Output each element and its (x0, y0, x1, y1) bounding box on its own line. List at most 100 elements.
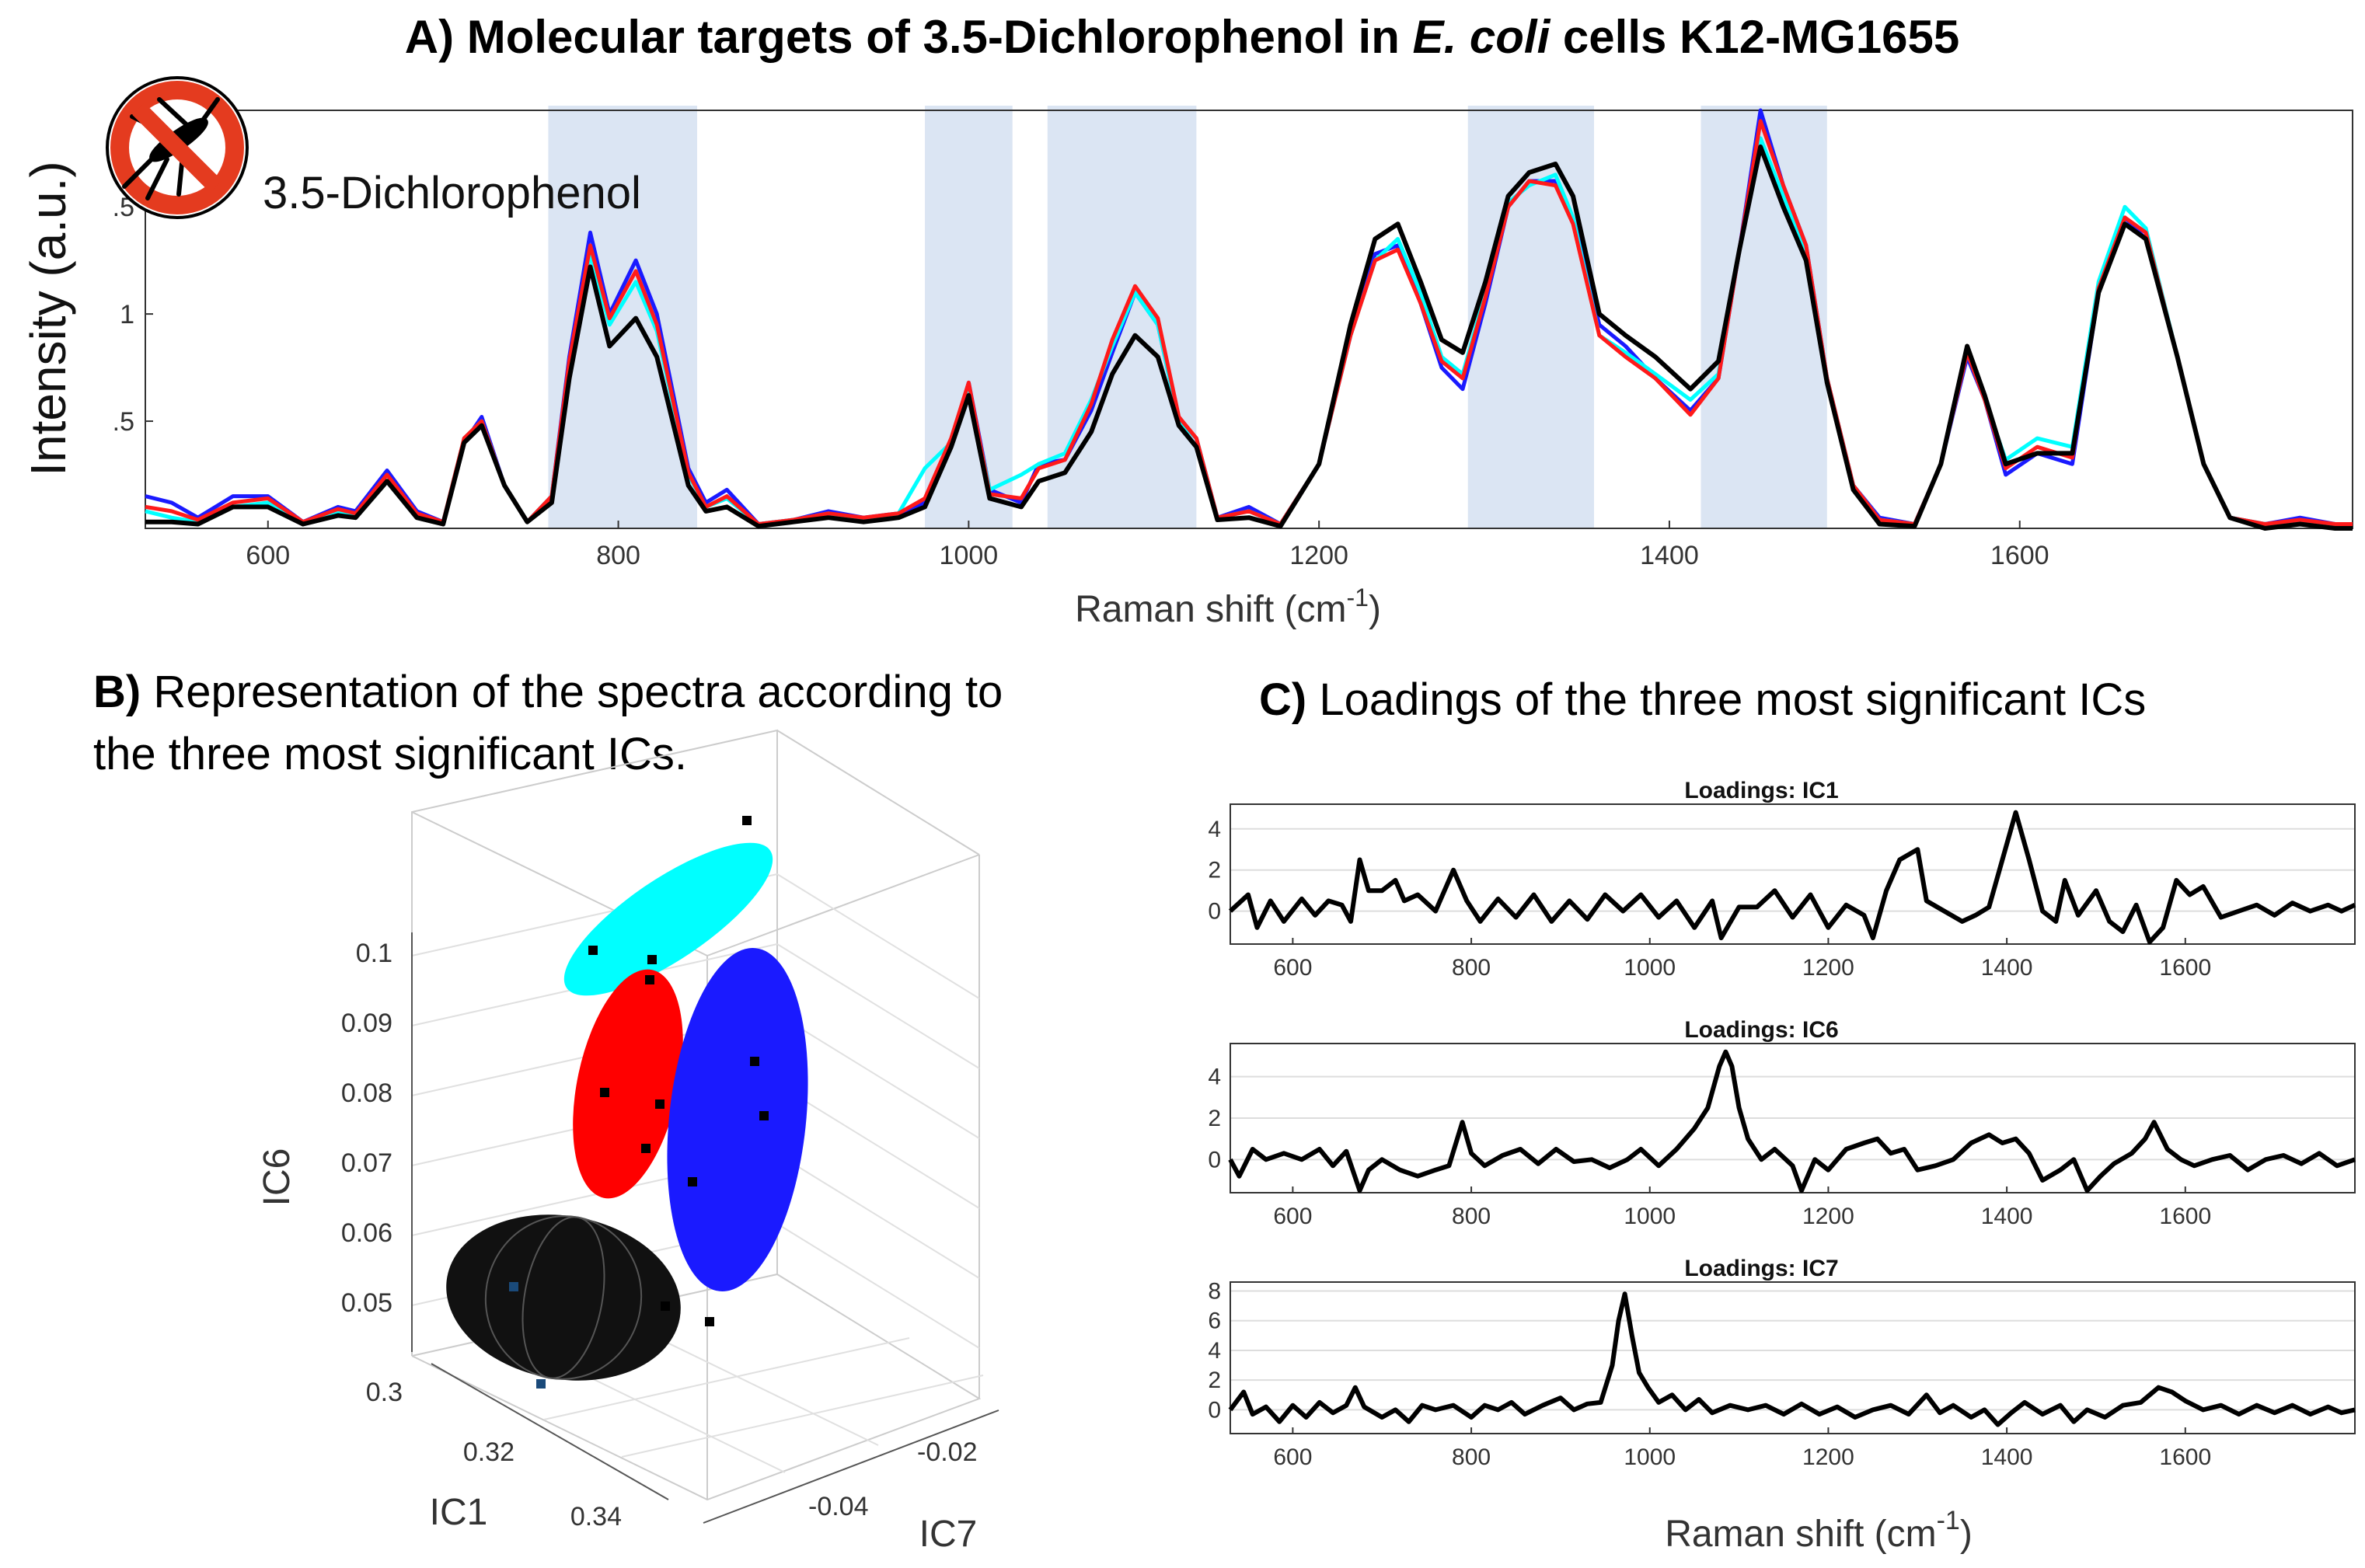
loadings-y-tick: 8 (1208, 1278, 1221, 1304)
highlight-band (1700, 106, 1827, 528)
loadings-panels: 0 2 4 600 800 1000 1200 1400 1600 Loadings: IC1 0 2… (1208, 778, 2356, 1470)
cluster-cyan (563, 816, 773, 996)
loadings-y-tick: 6 (1208, 1308, 1221, 1334)
loadings-title: Loadings: IC1 (1684, 778, 1838, 803)
cluster-point (750, 1057, 759, 1066)
loadings-frame (1230, 803, 2356, 945)
inset-compound-label: 3.5-Dichlorophenol (263, 168, 641, 218)
loadings-y-tick: 4 (1208, 1064, 1221, 1090)
loadings-x-tick: 1400 (1981, 1204, 2033, 1229)
cluster-point (759, 1111, 769, 1120)
loadings-x-tick: 1200 (1802, 1444, 1854, 1470)
loadings-x-tick: 600 (1273, 1204, 1312, 1229)
cluster-blue (667, 948, 808, 1326)
cluster-point (742, 816, 752, 825)
section-b-heading: B) Representation of the spectra accordi… (93, 667, 1003, 717)
figure-title-prefix: A) Molecular targets of 3.5-Dichlorophen… (405, 11, 1413, 63)
loadings-panel-2: 0 2 4 600 800 1000 1200 1400 1600 Loadings: IC6 (1208, 1017, 2356, 1229)
loadings-x-label-main: Raman shift (cm (1665, 1514, 1936, 1555)
cluster-point (647, 955, 657, 964)
loadings-x-tick: 1600 (2159, 1204, 2211, 1229)
loadings-x-tick: 1600 (2159, 955, 2211, 981)
cluster-black (446, 1214, 681, 1389)
loadings-x-axis-label: Raman shift (cm-1) (1665, 1506, 1973, 1555)
ic7-tick: -0.02 (917, 1437, 978, 1467)
ic6-tick: 0.05 (341, 1288, 392, 1318)
loadings-x-tick: 1600 (2159, 1444, 2211, 1470)
loadings-panel-3: 0 2 4 6 8 600 800 1000 1200 1400 1600 Loadings: IC7 (1208, 1256, 2356, 1470)
loadings-x-tick: 1200 (1802, 955, 1854, 981)
cluster-point (509, 1282, 518, 1291)
spectra-y-axis-label: Intensity (a.u.) (20, 161, 76, 476)
y-tick-label: 1 (120, 300, 134, 329)
x-tick-label: 600 (246, 541, 290, 570)
ic6-tick: 0.09 (341, 1009, 392, 1038)
ic6-tick: 0.07 (341, 1148, 392, 1178)
loadings-x-tick: 1000 (1624, 1204, 1676, 1229)
spectra-x-label-main: Raman shift (cm (1075, 589, 1346, 630)
ic6-tick: 0.06 (341, 1218, 392, 1248)
highlight-band (1467, 106, 1595, 528)
spectra-x-axis-label: Raman shift (cm-1) (1075, 584, 1381, 630)
figure-title: A) Molecular targets of 3.5-Dichlorophen… (405, 11, 1959, 63)
cluster-point (705, 1317, 714, 1326)
loadings-line (1228, 1291, 2356, 1427)
x-tick-label: 1000 (940, 541, 999, 570)
loadings-line (1228, 810, 2356, 945)
ic1-axis-label: IC1 (430, 1492, 488, 1533)
ic1-tick: 0.3 (366, 1378, 403, 1407)
3d-axes-lines (411, 932, 999, 1524)
panel-b: 0.1 0.09 0.08 0.07 0.06 0.05 0.3 0.32 0.… (256, 729, 999, 1555)
spectra-series (145, 108, 2353, 531)
cluster-red (573, 969, 683, 1199)
cluster-point (536, 1379, 546, 1389)
loadings-x-tick: 1000 (1624, 1444, 1676, 1470)
x-tick-label: 1600 (1990, 541, 2049, 570)
loadings-x-tick: 800 (1452, 955, 1491, 981)
loadings-panel-1: 0 2 4 600 800 1000 1200 1400 1600 Loadings: IC1 (1208, 778, 2356, 981)
loadings-y-tick: 4 (1208, 817, 1221, 842)
loadings-frame (1230, 1281, 2356, 1434)
loadings-y-tick: 0 (1208, 1147, 1221, 1173)
no-mosquito-icon (106, 76, 249, 219)
cluster-point (600, 1088, 609, 1097)
section-b-letter: B) (93, 667, 141, 717)
loadings-y-tick: 0 (1208, 899, 1221, 925)
section-b-line1: Representation of the spectra according … (141, 667, 1003, 717)
loadings-x-tick: 800 (1452, 1204, 1491, 1229)
ic6-ticks: 0.1 0.09 0.08 0.07 0.06 0.05 (341, 939, 392, 1318)
loadings-x-tick: 1400 (1981, 1444, 2033, 1470)
section-c-letter: C) (1259, 674, 1306, 725)
section-b-heading-line2: the three most significant ICs. (93, 729, 687, 779)
loadings-title: Loadings: IC7 (1684, 1256, 1838, 1281)
loadings-x-tick: 800 (1452, 1444, 1491, 1470)
highlight-band (548, 106, 697, 528)
panel-a: 600 800 1000 1200 1400 1600.51.5 Intensity (a… (20, 76, 2353, 630)
spectra-x-label-sup: -1 (1346, 584, 1368, 612)
loadings-x-tick: 1400 (1981, 955, 2033, 981)
ic6-tick: 0.1 (356, 939, 392, 968)
loadings-x-tick: 600 (1273, 1444, 1312, 1470)
section-c-text: Loadings of the three most significant I… (1306, 674, 2146, 725)
cluster-point (645, 975, 654, 984)
figure-title-suffix: cells K12-MG1655 (1550, 11, 1959, 63)
ic1-ticks: 0.3 0.32 0.34 (366, 1378, 622, 1531)
ic7-ticks: -0.02 -0.04 (808, 1437, 978, 1521)
ic7-tick: -0.04 (808, 1492, 869, 1521)
loadings-frame (1230, 1043, 2356, 1193)
ic7-axis-label: IC7 (919, 1514, 978, 1555)
loadings-x-label-tail: ) (1960, 1514, 1973, 1555)
loadings-x-tick: 1200 (1802, 1204, 1854, 1229)
x-tick-label: 1400 (1640, 541, 1699, 570)
ic1-tick: 0.32 (463, 1437, 515, 1467)
cluster-point (641, 1144, 651, 1153)
loadings-y-tick: 2 (1208, 858, 1221, 883)
loadings-line (1228, 1049, 2356, 1193)
figure-title-italic: E. coli (1413, 11, 1551, 63)
spectrum-line-black (145, 144, 2353, 531)
section-c-heading: C) Loadings of the three most significan… (1259, 674, 2146, 725)
cluster-point (588, 946, 598, 955)
spectra-x-label-tail: ) (1369, 589, 1381, 630)
highlight-bands (548, 106, 1827, 528)
